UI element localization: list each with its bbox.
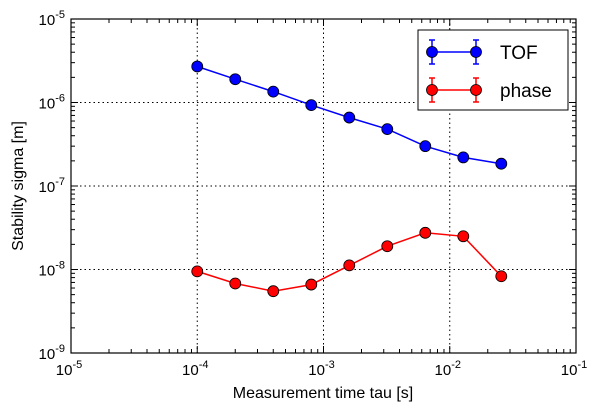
x-tick-label: 10-1 xyxy=(561,359,587,379)
data-point-phase xyxy=(305,278,318,291)
legend-marker xyxy=(470,46,482,58)
grid xyxy=(71,19,576,353)
data-point-TOF xyxy=(495,157,508,170)
y-tick-label: 10-5 xyxy=(39,9,65,29)
data-point-phase xyxy=(267,285,280,298)
x-tick-label: 10-5 xyxy=(56,359,82,379)
legend-marker xyxy=(426,84,438,96)
data-point-TOF xyxy=(419,140,432,153)
y-tick-label: 10-9 xyxy=(39,343,65,363)
legend-label-phase: phase xyxy=(500,81,552,102)
data-point-phase xyxy=(343,259,356,272)
legend-label-TOF: TOF xyxy=(500,43,538,64)
data-point-TOF xyxy=(305,99,318,112)
tick-labels: 10-5 10-4 10-3 10-2 10-1 10-9 10-8 10-7 10-6 10-5 xyxy=(39,9,588,379)
ticks xyxy=(70,18,577,354)
data-point-phase xyxy=(229,277,242,290)
legend-box xyxy=(417,29,569,111)
x-tick-label: 10-3 xyxy=(308,359,334,379)
data-point-phase xyxy=(191,265,204,278)
data-point-phase xyxy=(495,270,508,283)
y-tick-label: 10-7 xyxy=(39,176,65,196)
legend: TOF phase xyxy=(417,29,569,111)
data-point-TOF xyxy=(267,85,280,98)
legend-marker xyxy=(426,46,438,58)
y-tick-label: 10-8 xyxy=(39,260,65,280)
x-tick-label: 10-4 xyxy=(182,359,208,379)
data-point-TOF xyxy=(457,151,470,164)
x-tick-label: 10-2 xyxy=(435,359,461,379)
legend-marker xyxy=(470,84,482,96)
data-point-TOF xyxy=(229,73,242,86)
y-tick-label: 10-6 xyxy=(39,93,65,113)
data-point-phase xyxy=(419,226,432,239)
x-axis-label: Measurement time tau [s] xyxy=(233,385,414,402)
data-point-TOF xyxy=(381,123,394,136)
data-point-phase xyxy=(457,230,470,243)
series-layer xyxy=(191,60,508,298)
data-point-phase xyxy=(381,240,394,253)
data-point-TOF xyxy=(191,60,204,73)
y-axis-label: Stability sigma [m] xyxy=(10,121,27,251)
data-point-TOF xyxy=(343,111,356,124)
